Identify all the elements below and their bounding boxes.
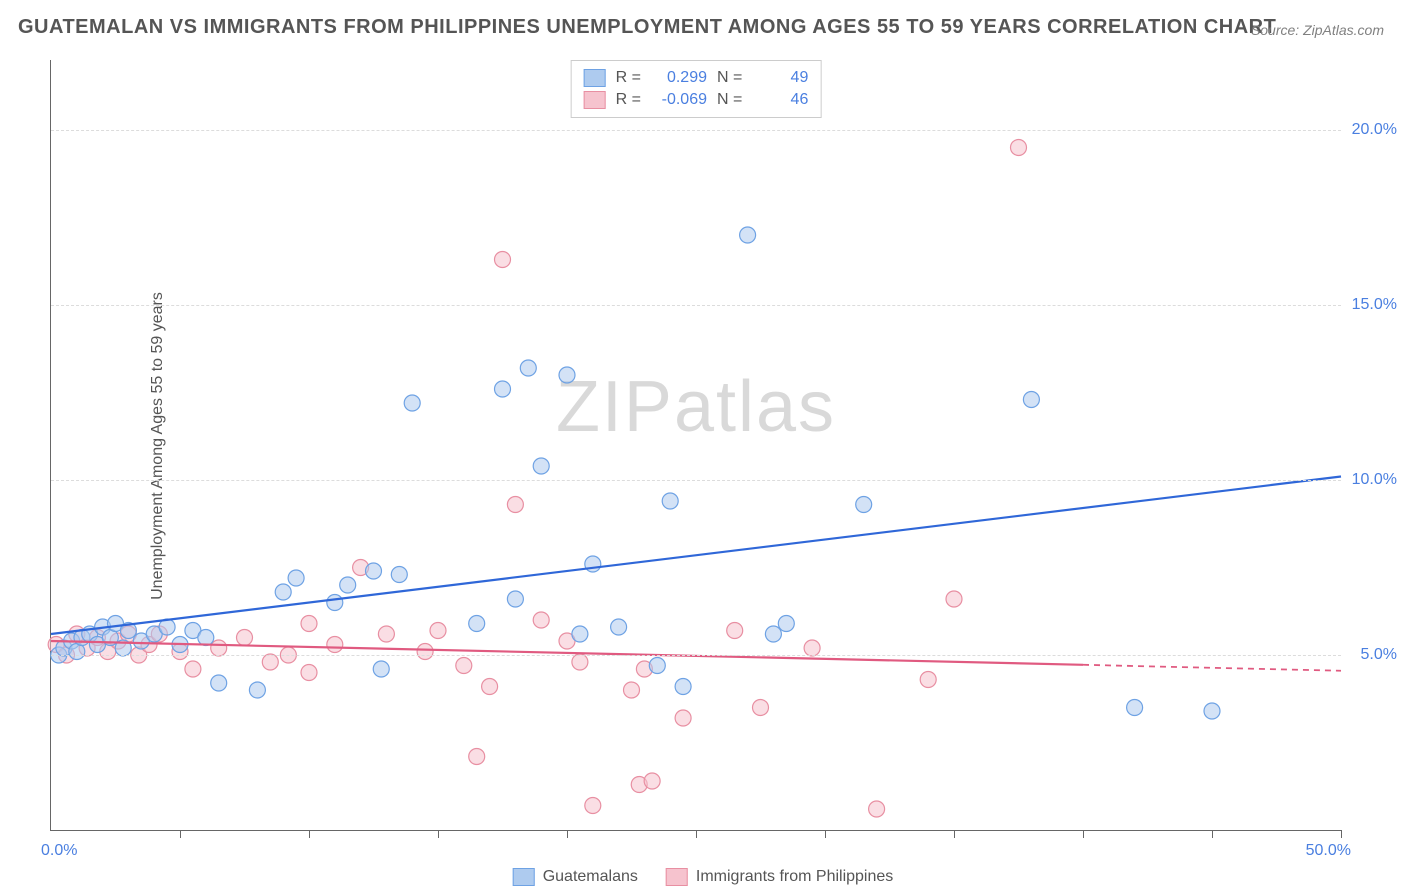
x-tick: [1212, 830, 1213, 838]
scatter-point: [373, 661, 389, 677]
scatter-point: [262, 654, 278, 670]
scatter-point: [585, 798, 601, 814]
x-tick: [1341, 830, 1342, 838]
scatter-point: [1023, 392, 1039, 408]
scatter-point: [249, 682, 265, 698]
scatter-point: [533, 458, 549, 474]
scatter-point: [753, 700, 769, 716]
scatter-point: [366, 563, 382, 579]
legend-label-philippines: Immigrants from Philippines: [696, 868, 893, 886]
scatter-point: [469, 749, 485, 765]
scatter-point: [391, 567, 407, 583]
scatter-point: [198, 630, 214, 646]
scatter-point: [804, 640, 820, 656]
scatter-point: [237, 630, 253, 646]
chart-title: GUATEMALAN VS IMMIGRANTS FROM PHILIPPINE…: [18, 16, 1276, 39]
scatter-point: [778, 616, 794, 632]
gridline: [51, 130, 1341, 131]
swatch-guatemalans-icon: [513, 868, 535, 886]
x-tick: [1083, 830, 1084, 838]
y-tick-label: 15.0%: [1352, 296, 1397, 314]
scatter-point: [417, 644, 433, 660]
scatter-point: [572, 654, 588, 670]
scatter-point: [740, 227, 756, 243]
scatter-point: [675, 679, 691, 695]
scatter-point: [469, 616, 485, 632]
scatter-point: [572, 626, 588, 642]
series-legend: Guatemalans Immigrants from Philippines: [513, 868, 894, 886]
plot-area: ZIPatlas R = 0.299 N = 49 R = -0.069 N =…: [50, 60, 1341, 831]
scatter-point: [211, 675, 227, 691]
scatter-point: [301, 665, 317, 681]
gridline: [51, 305, 1341, 306]
x-max-label: 50.0%: [1306, 842, 1351, 860]
gridline: [51, 480, 1341, 481]
scatter-point: [649, 658, 665, 674]
trend-line-dashed: [1083, 665, 1341, 671]
scatter-point: [456, 658, 472, 674]
scatter-point: [611, 619, 627, 635]
scatter-point: [559, 367, 575, 383]
scatter-point: [275, 584, 291, 600]
scatter-point: [185, 661, 201, 677]
scatter-point: [327, 637, 343, 653]
trend-line: [51, 477, 1341, 635]
scatter-point: [662, 493, 678, 509]
legend-item-philippines: Immigrants from Philippines: [666, 868, 893, 886]
scatter-point: [644, 773, 660, 789]
scatter-point: [507, 591, 523, 607]
chart-svg: [51, 60, 1341, 830]
scatter-point: [495, 252, 511, 268]
scatter-point: [211, 640, 227, 656]
x-tick: [696, 830, 697, 838]
x-tick: [567, 830, 568, 838]
scatter-point: [430, 623, 446, 639]
x-tick: [825, 830, 826, 838]
scatter-point: [301, 616, 317, 632]
scatter-point: [856, 497, 872, 513]
scatter-point: [533, 612, 549, 628]
scatter-point: [946, 591, 962, 607]
x-tick: [438, 830, 439, 838]
gridline: [51, 655, 1341, 656]
y-tick-label: 10.0%: [1352, 471, 1397, 489]
legend-item-guatemalans: Guatemalans: [513, 868, 638, 886]
scatter-point: [1127, 700, 1143, 716]
legend-label-guatemalans: Guatemalans: [543, 868, 638, 886]
x-origin-label: 0.0%: [41, 842, 77, 860]
source-attribution: Source: ZipAtlas.com: [1251, 22, 1384, 38]
scatter-point: [1011, 140, 1027, 156]
y-tick-label: 20.0%: [1352, 121, 1397, 139]
scatter-point: [869, 801, 885, 817]
scatter-point: [495, 381, 511, 397]
scatter-point: [920, 672, 936, 688]
scatter-point: [288, 570, 304, 586]
scatter-point: [340, 577, 356, 593]
scatter-point: [404, 395, 420, 411]
scatter-point: [624, 682, 640, 698]
scatter-point: [765, 626, 781, 642]
x-tick: [180, 830, 181, 838]
scatter-point: [327, 595, 343, 611]
scatter-point: [507, 497, 523, 513]
scatter-point: [520, 360, 536, 376]
swatch-philippines-icon: [666, 868, 688, 886]
x-tick: [309, 830, 310, 838]
y-tick-label: 5.0%: [1361, 646, 1397, 664]
scatter-point: [675, 710, 691, 726]
scatter-point: [727, 623, 743, 639]
x-tick: [954, 830, 955, 838]
scatter-point: [1204, 703, 1220, 719]
scatter-point: [378, 626, 394, 642]
scatter-point: [482, 679, 498, 695]
